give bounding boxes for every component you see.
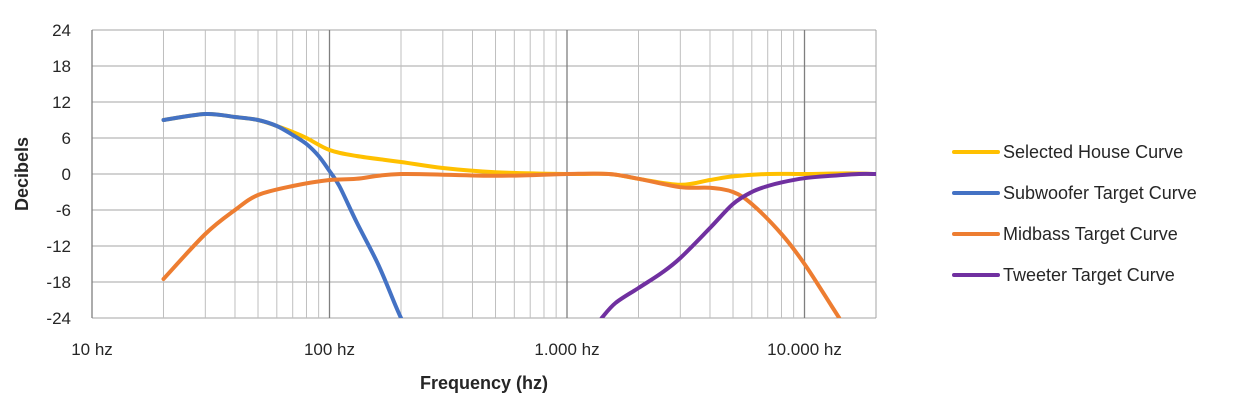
y-tick-label: 0 — [62, 165, 71, 184]
y-tick-label: 12 — [52, 93, 71, 112]
y-tick-label: 6 — [62, 129, 71, 148]
series-lines — [161, 111, 876, 318]
y-tick-label: -6 — [56, 201, 71, 220]
y-axis-title: Decibels — [12, 137, 32, 211]
x-tick-label: 1.000 hz — [534, 340, 599, 359]
x-tick-label: 10 hz — [71, 340, 113, 359]
x-tick-label: 100 hz — [304, 340, 355, 359]
series-line-4 — [599, 171, 876, 318]
legend-label: Tweeter Target Curve — [1003, 265, 1175, 285]
legend-label: Midbass Target Curve — [1003, 224, 1178, 244]
legend: Selected House Curve Subwoofer Target Cur… — [952, 142, 1197, 285]
series-line-2 — [161, 111, 403, 318]
y-tick-label: -24 — [46, 309, 71, 328]
y-tick-label: 24 — [52, 21, 71, 40]
y-tick-label: 18 — [52, 57, 71, 76]
legend-label: Selected House Curve — [1003, 142, 1183, 162]
series-line-3 — [161, 171, 842, 318]
legend-label: Subwoofer Target Curve — [1003, 183, 1197, 203]
x-tick-label: 10.000 hz — [767, 340, 842, 359]
y-tick-label: -18 — [46, 273, 71, 292]
x-axis-title: Frequency (hz) — [420, 373, 548, 393]
y-tick-label: -12 — [46, 237, 71, 256]
